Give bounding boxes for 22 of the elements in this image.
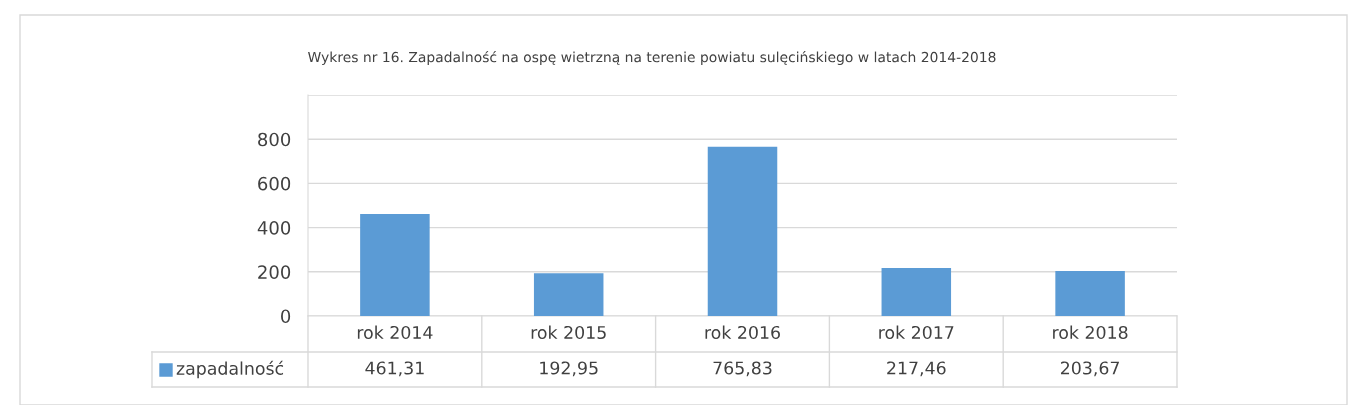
y-tick-label: 800 xyxy=(258,132,291,147)
bar xyxy=(533,273,604,316)
data-label: 765,83 xyxy=(713,361,772,377)
data-label: 192,95 xyxy=(540,361,598,377)
y-tick-label: 200 xyxy=(258,265,291,279)
x-tick-label: rok 2016 xyxy=(705,325,780,340)
x-tick-label: rok 2014 xyxy=(357,325,433,340)
x-tick-label: rok 2018 xyxy=(1053,325,1128,340)
x-tick-label: rok 2015 xyxy=(531,325,606,340)
data-label: 217,46 xyxy=(887,361,946,377)
bar xyxy=(881,267,952,316)
y-tick-label: 600 xyxy=(258,176,291,191)
legend-label: zapadalność xyxy=(176,360,284,379)
data-label: 203,67 xyxy=(1061,361,1119,377)
chart-title: Wykres nr 16. Zapadalność na ospę wietrzną na terenie powiatu sulęcińskiego w latach 2014-2018 xyxy=(308,51,996,65)
bar xyxy=(360,214,430,316)
data-label: 461,31 xyxy=(365,361,424,377)
y-tick-label: 0 xyxy=(281,309,291,324)
bar xyxy=(707,146,778,316)
x-tick-label: rok 2017 xyxy=(879,325,954,340)
bar xyxy=(1055,270,1125,316)
y-tick-label: 400 xyxy=(257,221,291,235)
